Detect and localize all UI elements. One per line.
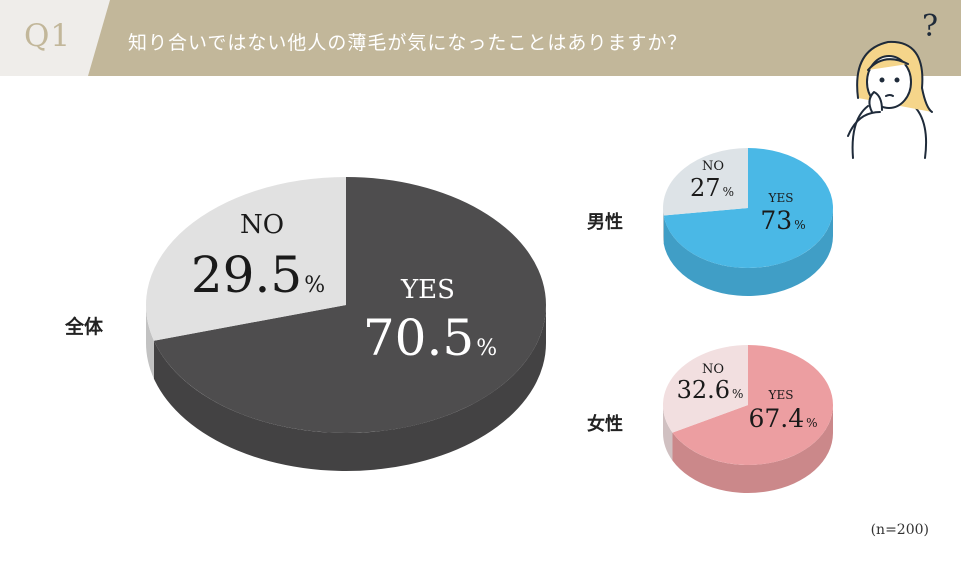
pie-slice-yes (153, 177, 546, 433)
pie-slice-no (145, 177, 346, 341)
percent-unit: % (304, 273, 325, 298)
question-number: Q1 (24, 18, 72, 54)
percent-unit: % (732, 387, 743, 401)
question-mark-icon: ? (922, 9, 938, 44)
question-number-tab (0, 0, 110, 76)
segment-label: 男性 (587, 211, 623, 233)
slice-label-no: NO (702, 159, 724, 174)
percent-unit: % (806, 416, 817, 430)
slice-label-no: NO (702, 362, 724, 377)
header-band (0, 0, 961, 76)
pie-side-no (663, 405, 673, 461)
segment-label: 女性 (587, 413, 623, 435)
pie-side-yes (153, 305, 546, 472)
question-text: 知り合いではない他人の薄毛が気になったことはありますか？ (128, 32, 688, 54)
slice-label-yes: YES (400, 275, 455, 305)
sample-size-note: (n=200) (870, 522, 929, 538)
pie-slice-no (663, 148, 748, 216)
percent-unit: % (476, 336, 497, 361)
percent-unit: % (794, 218, 805, 232)
pie-side-yes (663, 208, 833, 297)
pie-slice-no (663, 345, 748, 433)
pie-slice-yes (672, 345, 834, 466)
slice-label-yes: YES (768, 388, 794, 402)
pie-side-no (146, 305, 154, 379)
header-background (0, 0, 961, 76)
slice-label-yes: YES (768, 191, 794, 205)
slice-label-no: NO (240, 210, 284, 240)
pie-side-yes (672, 405, 833, 494)
segment-label: 全体 (64, 315, 104, 338)
thinking-person-illustration: ? (847, 9, 938, 159)
percent-unit: % (723, 185, 734, 199)
pie-side-no (663, 208, 664, 244)
pie-slice-yes (663, 148, 833, 269)
